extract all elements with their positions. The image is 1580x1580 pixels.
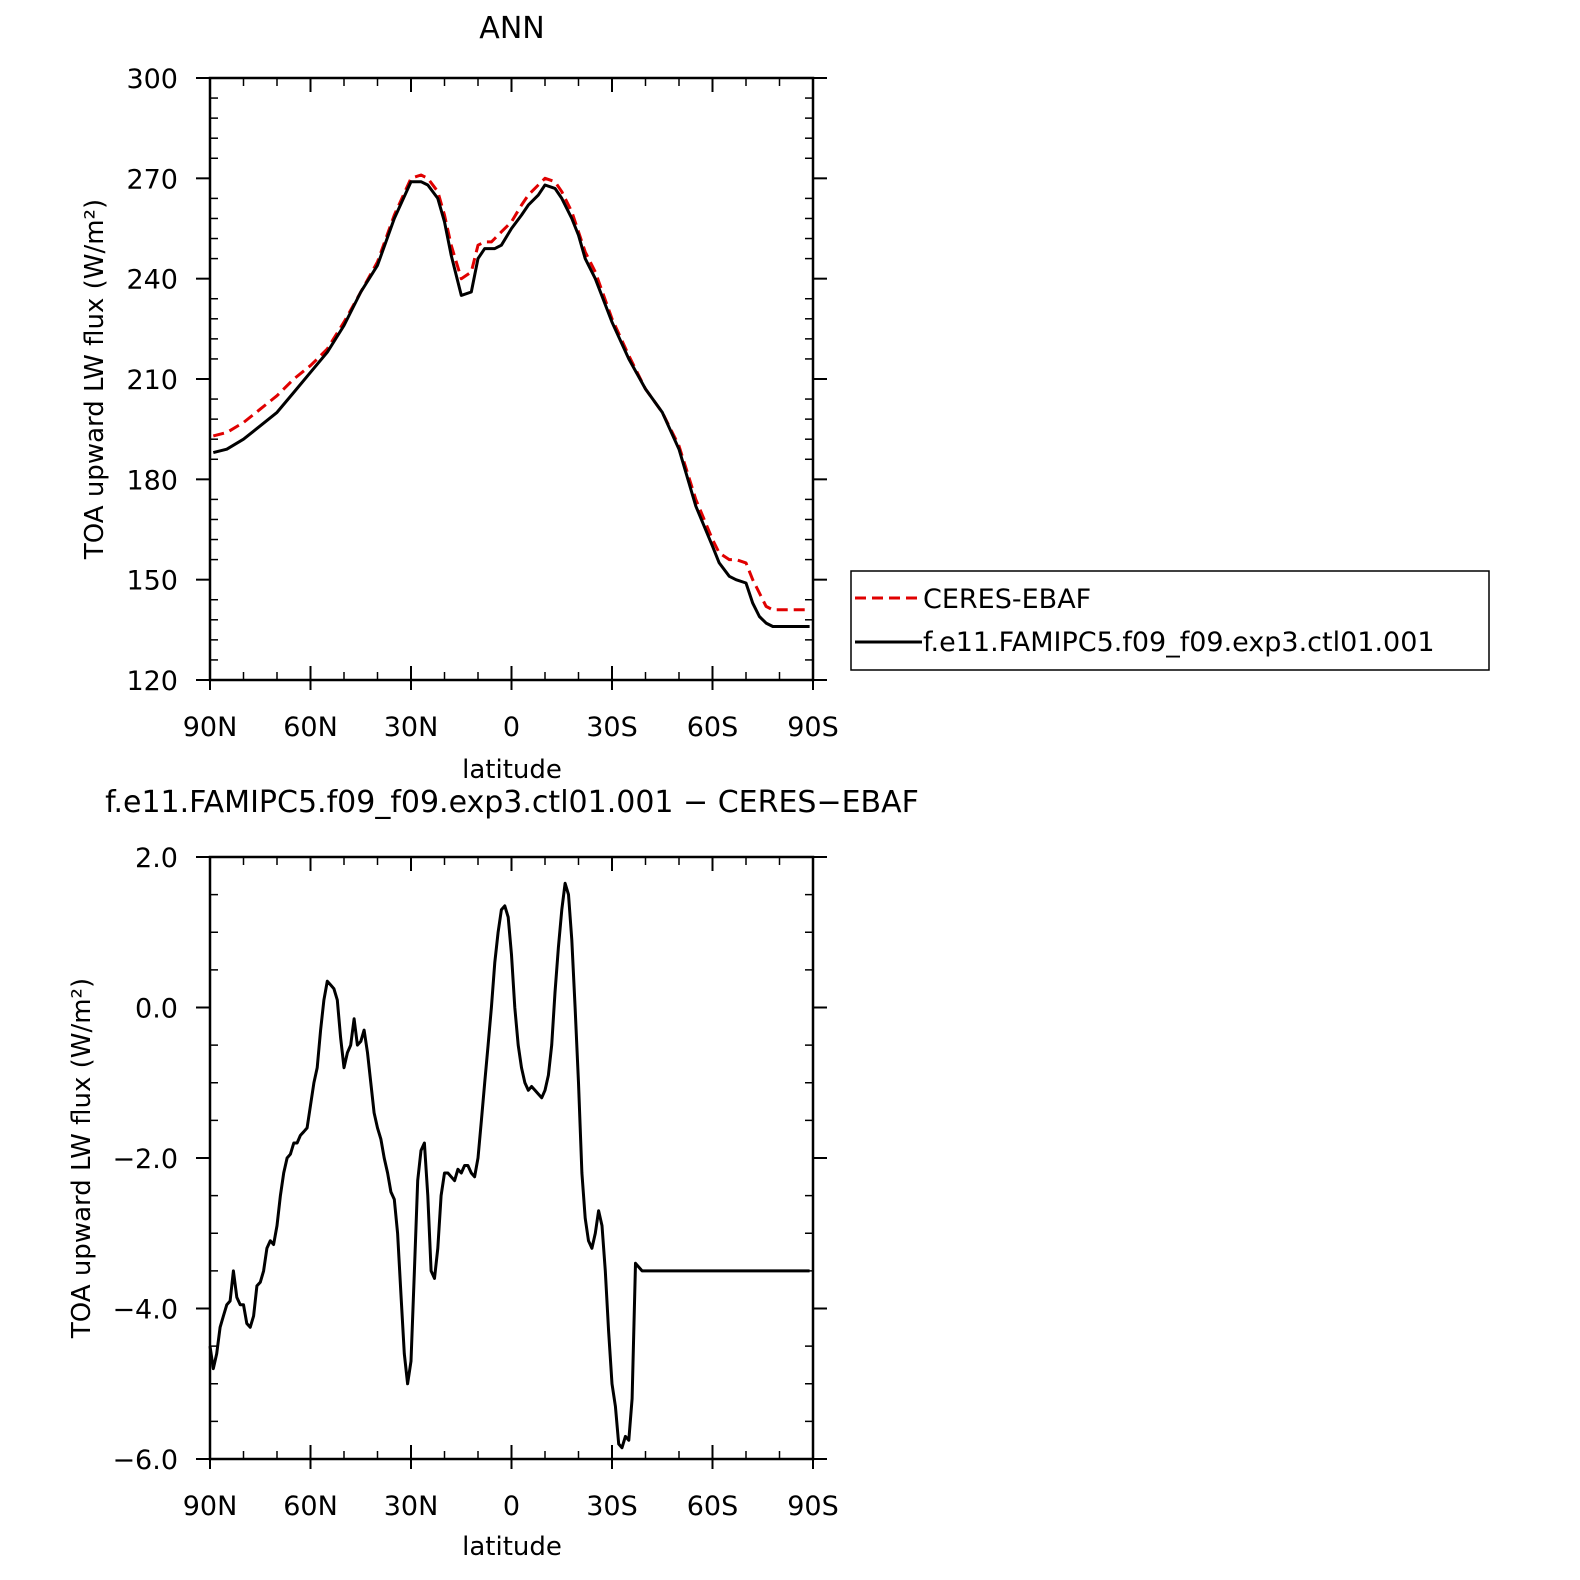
top-chart-series [212,173,810,628]
top-chart-title: ANN [479,11,544,46]
x-tick-label: 0 [503,712,520,743]
legend-label-model: f.e11.FAMIPC5.f09_f09.exp3.ctl01.001 [923,627,1435,658]
y-tick-label: −2.0 [112,1144,178,1175]
y-tick-label: 2.0 [135,843,178,874]
x-tick-label: 30S [586,1491,638,1522]
top-x-axis-label: latitude [462,755,562,785]
x-tick-label: 60N [283,1491,338,1522]
x-tick-label: 30N [384,1491,439,1522]
bottom-x-axis-label: latitude [462,1532,562,1562]
x-tick-label: 60S [687,1491,739,1522]
bottom-plot-frame [208,855,815,1461]
x-tick-label: 30S [586,712,638,743]
bottom-chart-tick-labels: 90N 60N 30N 0 30S 60S 90S −6.0 −4.0 −2.0 0.0 2.0 [112,843,838,1522]
series-line-ceres-ebaf [212,173,810,612]
bottom-y-axis-label: TOA upward LW flux (W/m²) [67,978,97,1339]
x-tick-label: 60N [283,712,338,743]
y-tick-label: 0.0 [135,994,178,1025]
top-y-axis-label: TOA upward LW flux (W/m²) [80,199,110,560]
y-tick-label: 270 [126,164,178,195]
top-panel: ANN 90N 60N 30N 0 30S 60S 90S 120 150 180 210 240 27… [80,11,1490,785]
y-tick-label: 240 [126,265,178,296]
y-tick-label: 210 [126,365,178,396]
x-tick-label: 0 [503,1491,520,1522]
legend-label-ceres: CERES-EBAF [923,584,1091,615]
x-tick-label: 90N [183,1491,238,1522]
y-tick-label: 300 [126,64,178,95]
bottom-chart-title: f.e11.FAMIPC5.f09_f09.exp3.ctl01.001 − C… [105,785,919,820]
bottom-chart-ticks [196,856,827,1469]
y-tick-label: 150 [126,566,178,597]
x-tick-label: 90N [183,712,238,743]
series-line-f-e11-famipc5-f09-f09-exp3-ctl01-001 [212,180,810,628]
bottom-chart-series [208,881,810,1450]
bottom-panel: f.e11.FAMIPC5.f09_f09.exp3.ctl01.001 − C… [67,785,919,1562]
top-plot-frame [208,76,815,682]
x-tick-label: 60S [687,712,739,743]
y-tick-label: 180 [126,465,178,496]
y-tick-label: −6.0 [112,1445,178,1476]
top-chart-ticks [196,77,827,690]
legend: CERES-EBAF f.e11.FAMIPC5.f09_f09.exp3.ct… [850,570,1490,671]
y-tick-label: −4.0 [112,1295,178,1326]
y-tick-label: 120 [126,666,178,697]
series-line-difference-0 [208,881,810,1450]
x-tick-label: 30N [384,712,439,743]
top-chart-tick-labels: 90N 60N 30N 0 30S 60S 90S 120 150 180 210 240 270 300 [126,64,838,743]
x-tick-label: 90S [787,712,839,743]
x-tick-label: 90S [787,1491,839,1522]
legend-box [850,570,1490,671]
